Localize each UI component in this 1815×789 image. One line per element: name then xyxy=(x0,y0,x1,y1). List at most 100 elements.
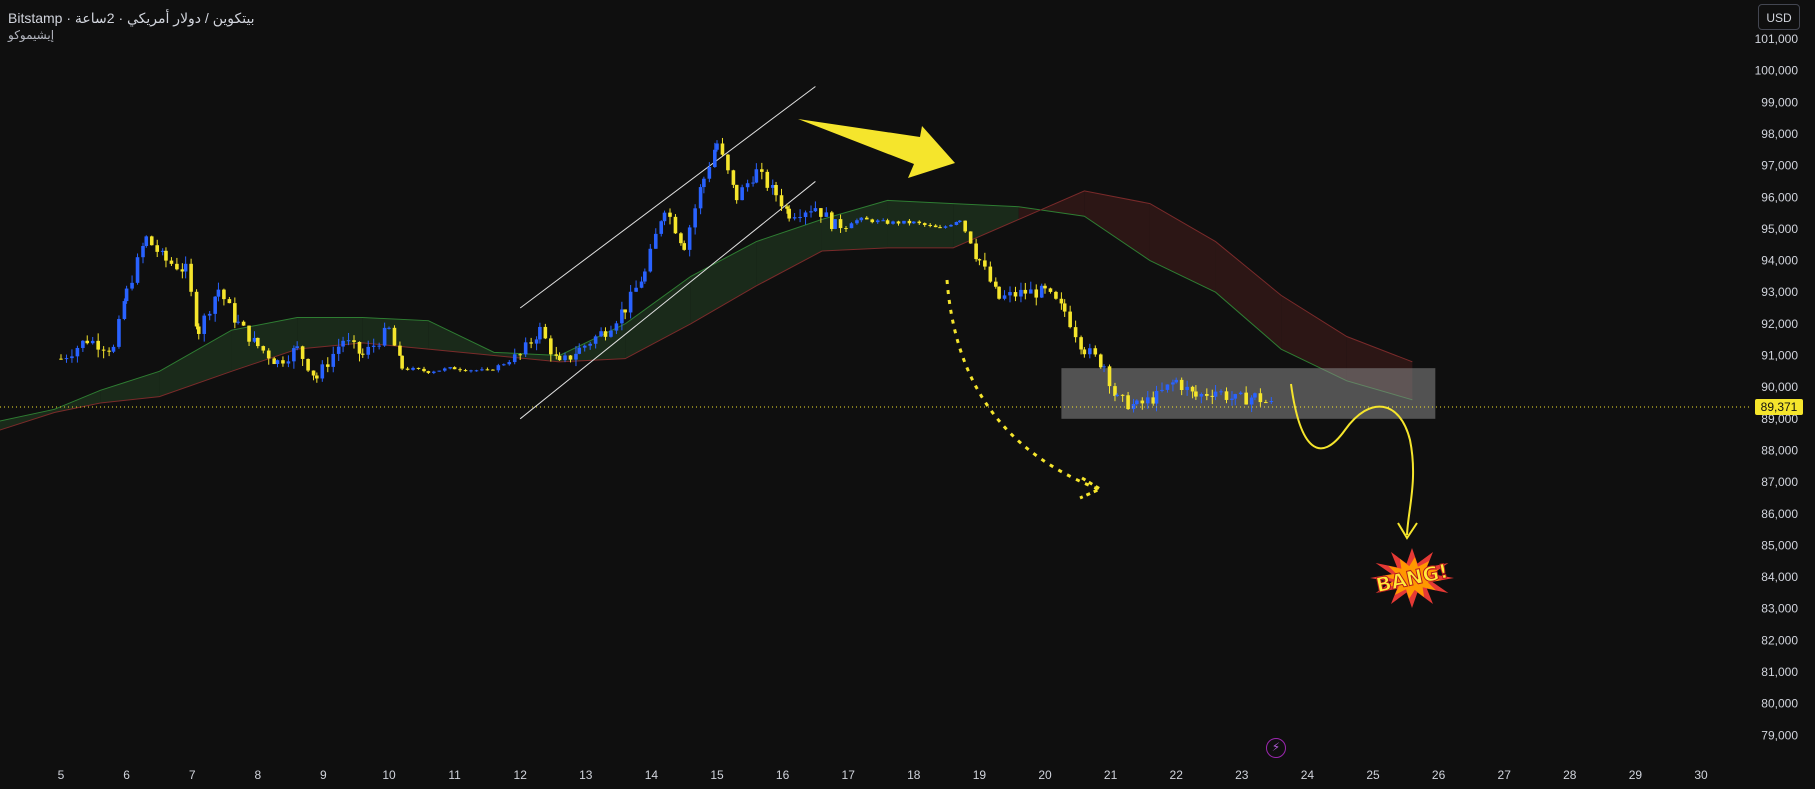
candle-body xyxy=(1082,349,1087,355)
price-tag-bg xyxy=(1755,399,1803,416)
cloud-segment xyxy=(625,276,691,359)
x-tick-label: 19 xyxy=(973,768,987,782)
candle-body xyxy=(189,263,193,292)
candle-body xyxy=(1013,292,1018,297)
time-axis[interactable]: 5 6 7 8 9 10 11 12 13 14 15 16 17 18 19 20 21 22 23 24 25 26 2… xyxy=(58,768,1708,782)
candle-body xyxy=(1190,386,1195,392)
candle-body xyxy=(588,343,592,346)
candle-body xyxy=(144,236,149,246)
x-tick-label: 12 xyxy=(514,768,528,782)
candle-body xyxy=(864,217,869,220)
x-tick-label: 28 xyxy=(1563,768,1577,782)
candle-body xyxy=(1210,395,1215,397)
y-tick-label: 96,000 xyxy=(1761,190,1798,204)
candle-body xyxy=(574,353,578,360)
cloud-segment xyxy=(0,409,55,430)
x-tick-label: 21 xyxy=(1104,768,1118,782)
candle-body xyxy=(673,216,678,234)
candle-body xyxy=(792,217,797,219)
candle-body xyxy=(760,169,764,172)
senkou-span-a xyxy=(0,199,1413,422)
y-tick-label: 82,000 xyxy=(1761,633,1798,647)
x-tick-label: 13 xyxy=(579,768,593,782)
lightning-bolt-icon[interactable]: ⚡ xyxy=(1266,738,1286,758)
candle-body xyxy=(726,154,730,171)
y-tick-label: 98,000 xyxy=(1761,127,1798,141)
cloud-segment xyxy=(1084,190,1150,261)
candle-body xyxy=(306,358,310,371)
x-tick-label: 9 xyxy=(320,768,327,782)
y-tick-label: 92,000 xyxy=(1761,317,1798,331)
candle-body xyxy=(770,184,775,188)
candle-body xyxy=(183,263,188,272)
candle-body xyxy=(141,245,145,258)
candle-body xyxy=(563,355,567,361)
cloud-segment xyxy=(297,317,363,350)
candle-body xyxy=(593,336,598,344)
candle-body xyxy=(300,346,305,359)
candle-body xyxy=(315,375,319,379)
trend-channel[interactable] xyxy=(519,86,816,420)
x-tick-label: 30 xyxy=(1694,768,1708,782)
candle-body xyxy=(480,369,484,371)
candle-body xyxy=(502,364,506,366)
candle-body xyxy=(1034,289,1039,298)
x-tick-label: 27 xyxy=(1498,768,1512,782)
candle-body xyxy=(830,212,834,229)
candle-body xyxy=(974,243,978,260)
x-tick-label: 8 xyxy=(254,768,261,782)
candle-body xyxy=(1008,292,1012,296)
cloud-segment xyxy=(821,200,888,252)
candle-body xyxy=(360,353,365,355)
candle-body xyxy=(286,361,291,364)
candle-body xyxy=(1244,392,1248,405)
candle-body xyxy=(357,341,362,354)
candle-body xyxy=(331,353,336,367)
candle-body xyxy=(523,342,528,355)
currency-button[interactable]: USD xyxy=(1758,4,1800,30)
candle-body xyxy=(1238,392,1243,395)
candle-body xyxy=(295,346,299,349)
candle-body xyxy=(400,355,404,369)
candle-body xyxy=(320,364,325,379)
indicator-name[interactable]: إيشيموكو xyxy=(8,28,55,42)
candle-body xyxy=(1019,289,1023,297)
candle-body xyxy=(236,321,240,323)
candle-body xyxy=(207,313,212,316)
candle-body xyxy=(1264,402,1268,404)
candle-body xyxy=(731,170,736,185)
candle-body xyxy=(1185,386,1189,390)
candle-body xyxy=(1151,397,1156,404)
candle-body xyxy=(81,340,85,348)
candle-body xyxy=(968,231,973,244)
x-tick-label: 20 xyxy=(1038,768,1052,782)
cloud-segment xyxy=(887,200,954,248)
candle-body xyxy=(507,362,512,365)
symbol-title[interactable]: Bitstamp · بيتكوين / دولار أمريكي · 2ساع… xyxy=(8,10,255,26)
candle-body xyxy=(628,291,633,313)
candle-body xyxy=(1249,397,1254,405)
x-tick-label: 7 xyxy=(189,768,196,782)
candle-body xyxy=(957,220,962,222)
candle-body xyxy=(485,369,490,371)
candle-body xyxy=(599,331,603,337)
candle-body xyxy=(1131,404,1136,410)
cloud-segment xyxy=(493,352,560,362)
candle-body xyxy=(452,367,457,370)
candle-body xyxy=(213,296,217,314)
candle-body xyxy=(819,208,823,217)
dotted-arrow-head xyxy=(1079,476,1104,500)
candle-body xyxy=(1028,289,1033,294)
candle-body xyxy=(1068,311,1072,328)
candle-body xyxy=(774,184,778,196)
candle-body xyxy=(538,326,542,340)
candle-body xyxy=(458,369,462,371)
candle-body xyxy=(366,346,371,355)
price-axis[interactable]: 101,000 100,000 99,000 98,000 97,000 96,000 95… xyxy=(1755,32,1799,742)
candle-body xyxy=(101,349,106,351)
cloud-segment xyxy=(756,219,822,286)
candle-body xyxy=(256,337,260,347)
candle-body xyxy=(668,212,672,217)
candle-body xyxy=(994,281,998,287)
